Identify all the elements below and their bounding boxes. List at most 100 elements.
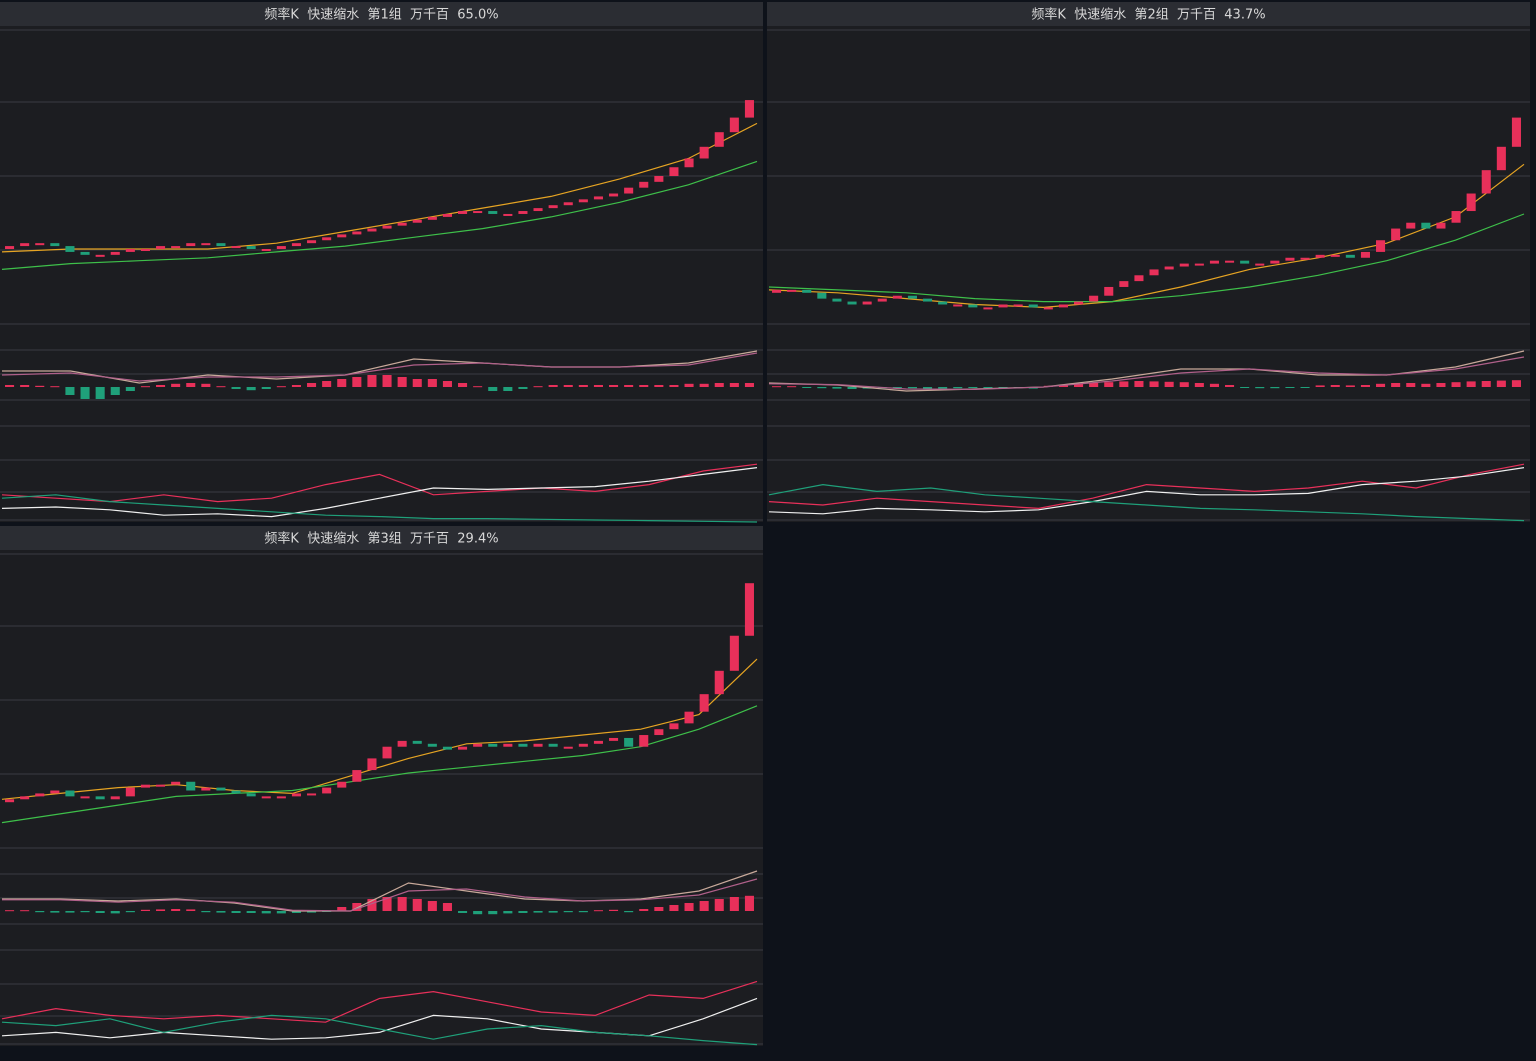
candle bbox=[231, 246, 241, 249]
candle bbox=[953, 304, 963, 307]
candle bbox=[1466, 193, 1476, 212]
macd-bar bbox=[458, 911, 468, 913]
candle bbox=[186, 781, 196, 791]
indicator-line bbox=[768, 463, 1525, 510]
macd-bar bbox=[427, 901, 437, 911]
macd-bar bbox=[246, 387, 256, 391]
macd-bar bbox=[609, 909, 619, 911]
macd-bar bbox=[307, 911, 317, 913]
candle bbox=[654, 729, 664, 736]
candle bbox=[1089, 295, 1099, 302]
candle bbox=[352, 770, 362, 782]
macd-bar bbox=[998, 387, 1008, 388]
indicator-line bbox=[1, 658, 758, 800]
macd-bar bbox=[50, 911, 60, 913]
macd-bar bbox=[1104, 382, 1114, 387]
candle bbox=[307, 793, 317, 796]
macd-bar bbox=[1058, 385, 1068, 387]
macd-bar bbox=[231, 387, 241, 389]
macd-bar bbox=[1149, 381, 1159, 387]
candle bbox=[518, 743, 528, 747]
candle bbox=[337, 234, 347, 238]
candle bbox=[1511, 117, 1521, 147]
candle bbox=[1496, 146, 1506, 171]
macd-bar bbox=[261, 387, 271, 389]
macd-bar bbox=[1240, 387, 1250, 388]
macd-bar bbox=[699, 383, 709, 387]
candle bbox=[412, 219, 422, 223]
macd-bar bbox=[95, 911, 105, 913]
indicator-line bbox=[768, 483, 1525, 522]
macd-bar bbox=[216, 911, 226, 913]
macd-bar bbox=[684, 903, 694, 911]
candle bbox=[20, 796, 30, 800]
macd-bar bbox=[216, 386, 226, 388]
candle bbox=[186, 243, 196, 247]
candle bbox=[397, 222, 407, 226]
macd-bar bbox=[110, 387, 120, 395]
candle bbox=[95, 254, 105, 257]
candle bbox=[1179, 263, 1189, 267]
macd-bar bbox=[1270, 387, 1280, 389]
macd-bar bbox=[817, 387, 827, 389]
candle bbox=[1391, 228, 1401, 241]
macd-bar bbox=[5, 385, 15, 387]
candle bbox=[578, 199, 588, 203]
candle bbox=[1360, 251, 1370, 258]
candle bbox=[261, 249, 271, 251]
macd-bar bbox=[397, 377, 407, 387]
candle bbox=[216, 787, 226, 791]
macd-bar bbox=[186, 383, 196, 387]
panel-title-bar bbox=[767, 2, 1530, 26]
macd-bar bbox=[953, 387, 963, 389]
candle bbox=[473, 743, 483, 747]
macd-bar bbox=[20, 385, 30, 387]
candle bbox=[171, 246, 181, 249]
macd-bar bbox=[80, 911, 90, 913]
macd-bar bbox=[1330, 385, 1340, 387]
panel-title: 频率K 快速缩水 第1组 万千百 65.0% bbox=[264, 7, 498, 23]
candle bbox=[1270, 260, 1280, 264]
candle bbox=[684, 711, 694, 724]
macd-bar bbox=[533, 911, 543, 913]
candle bbox=[5, 246, 15, 249]
macd-bar bbox=[367, 899, 377, 911]
candle bbox=[548, 743, 558, 747]
candle bbox=[1481, 170, 1491, 194]
candle bbox=[35, 243, 45, 246]
candle bbox=[729, 117, 739, 133]
candle bbox=[1013, 304, 1023, 307]
macd-bar bbox=[729, 897, 739, 911]
macd-bar bbox=[20, 910, 30, 912]
macd-bar bbox=[563, 911, 573, 913]
indicator-line bbox=[768, 356, 1525, 391]
candle bbox=[1240, 260, 1250, 264]
macd-bar bbox=[518, 911, 528, 913]
macd-bar bbox=[639, 909, 649, 911]
panel-background bbox=[0, 526, 763, 1046]
candle bbox=[246, 246, 256, 249]
macd-bar bbox=[291, 911, 301, 913]
macd-bar bbox=[968, 387, 978, 388]
candle bbox=[412, 740, 422, 744]
macd-bar bbox=[442, 381, 452, 387]
macd-bar bbox=[1421, 383, 1431, 387]
candle bbox=[923, 298, 933, 302]
candle bbox=[397, 740, 407, 747]
candle bbox=[503, 213, 513, 216]
macd-bar bbox=[563, 385, 573, 387]
macd-bar bbox=[1345, 385, 1355, 387]
macd-bar bbox=[1179, 382, 1189, 387]
macd-bar bbox=[699, 901, 709, 911]
candle bbox=[654, 176, 664, 182]
candle bbox=[1134, 275, 1144, 282]
candle bbox=[1376, 240, 1386, 252]
macd-bar bbox=[1360, 385, 1370, 387]
macd-bar bbox=[171, 383, 181, 387]
macd-bar bbox=[1225, 385, 1235, 387]
macd-bar bbox=[1194, 383, 1204, 387]
candle bbox=[140, 784, 150, 788]
candle bbox=[125, 249, 135, 252]
candle bbox=[1451, 211, 1461, 223]
